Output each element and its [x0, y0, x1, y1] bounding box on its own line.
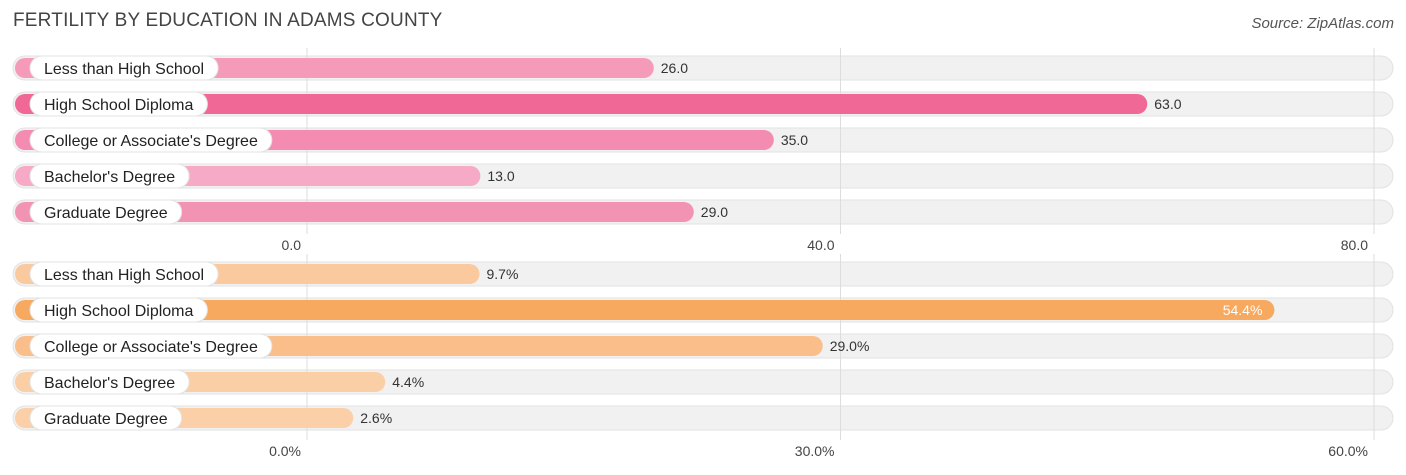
category-label: Bachelor's Degree — [44, 375, 175, 392]
category-label: High School Diploma — [44, 303, 194, 320]
value-label: 35.0 — [781, 132, 808, 148]
tick-label: 60.0% — [1328, 443, 1368, 459]
source-credit: Source: ZipAtlas.com — [1251, 15, 1394, 32]
value-label: 63.0 — [1154, 96, 1181, 112]
value-label: 4.4% — [392, 374, 424, 390]
tick-label: 30.0% — [795, 443, 835, 459]
category-label-pill — [29, 91, 208, 117]
tick-label: 0.0% — [269, 443, 301, 459]
value-label: 29.0% — [830, 338, 870, 354]
category-label-pill — [29, 333, 273, 359]
category-label-pill — [29, 199, 183, 225]
tick-label: 0.0 — [282, 237, 302, 253]
category-label: College or Associate's Degree — [44, 339, 258, 356]
category-label-pill — [29, 405, 183, 431]
category-label-pill — [29, 163, 190, 189]
value-label: 2.6% — [360, 410, 392, 426]
tick-label: 80.0 — [1341, 237, 1368, 253]
category-label-pill — [29, 297, 208, 323]
category-label: Less than High School — [44, 267, 204, 284]
value-label: 26.0 — [661, 60, 688, 76]
category-label-pill — [29, 55, 219, 81]
category-label: Bachelor's Degree — [44, 169, 175, 186]
value-label: 29.0 — [701, 204, 728, 220]
category-label-pill — [29, 261, 219, 287]
bar — [15, 300, 1275, 320]
category-label: Graduate Degree — [44, 205, 168, 222]
category-label: Graduate Degree — [44, 411, 168, 428]
bar — [15, 94, 1148, 114]
chart-title: FERTILITY BY EDUCATION IN ADAMS COUNTY — [13, 10, 443, 31]
value-label: 13.0 — [487, 168, 514, 184]
category-label: College or Associate's Degree — [44, 133, 258, 150]
tick-label: 40.0 — [807, 237, 834, 253]
row-track — [12, 405, 1394, 431]
category-label: Less than High School — [44, 61, 204, 78]
category-label-pill — [29, 369, 190, 395]
bar — [15, 202, 694, 222]
category-label: High School Diploma — [44, 97, 194, 114]
value-label: 54.4% — [1223, 302, 1263, 318]
category-label-pill — [29, 127, 273, 153]
value-label: 9.7% — [486, 266, 518, 282]
